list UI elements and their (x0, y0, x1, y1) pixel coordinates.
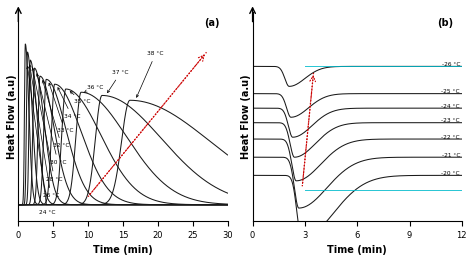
Text: (a): (a) (204, 18, 219, 28)
Text: (b): (b) (438, 18, 454, 28)
Text: -24 °C: -24 °C (441, 104, 460, 109)
Text: 37 °C: 37 °C (108, 70, 129, 93)
X-axis label: Time (min): Time (min) (93, 245, 153, 255)
Text: 36 °C: 36 °C (84, 85, 103, 92)
Text: 30 °C: 30 °C (36, 74, 66, 165)
Text: 28 °C: 28 °C (32, 68, 63, 182)
X-axis label: Time (min): Time (min) (328, 245, 387, 255)
Text: 33 °C: 33 °C (49, 83, 73, 133)
Y-axis label: Heat Flow (a.u): Heat Flow (a.u) (7, 74, 17, 159)
Text: -20 °C: -20 °C (441, 171, 460, 176)
Text: 34 °C: 34 °C (58, 88, 80, 119)
Text: 35 °C: 35 °C (70, 91, 91, 104)
Text: -23 °C: -23 °C (441, 118, 460, 123)
Text: -22 °C: -22 °C (441, 135, 460, 140)
Text: -21 °C: -21 °C (442, 153, 460, 158)
Text: 26 °C: 26 °C (29, 65, 59, 198)
Text: 38 °C: 38 °C (137, 51, 164, 97)
Text: -25 °C: -25 °C (441, 89, 460, 94)
Text: -26 °C: -26 °C (442, 62, 460, 67)
Y-axis label: Heat Flow (a.u): Heat Flow (a.u) (241, 74, 251, 159)
Text: 32 °C: 32 °C (42, 81, 70, 148)
Text: 24 °C: 24 °C (27, 66, 56, 215)
